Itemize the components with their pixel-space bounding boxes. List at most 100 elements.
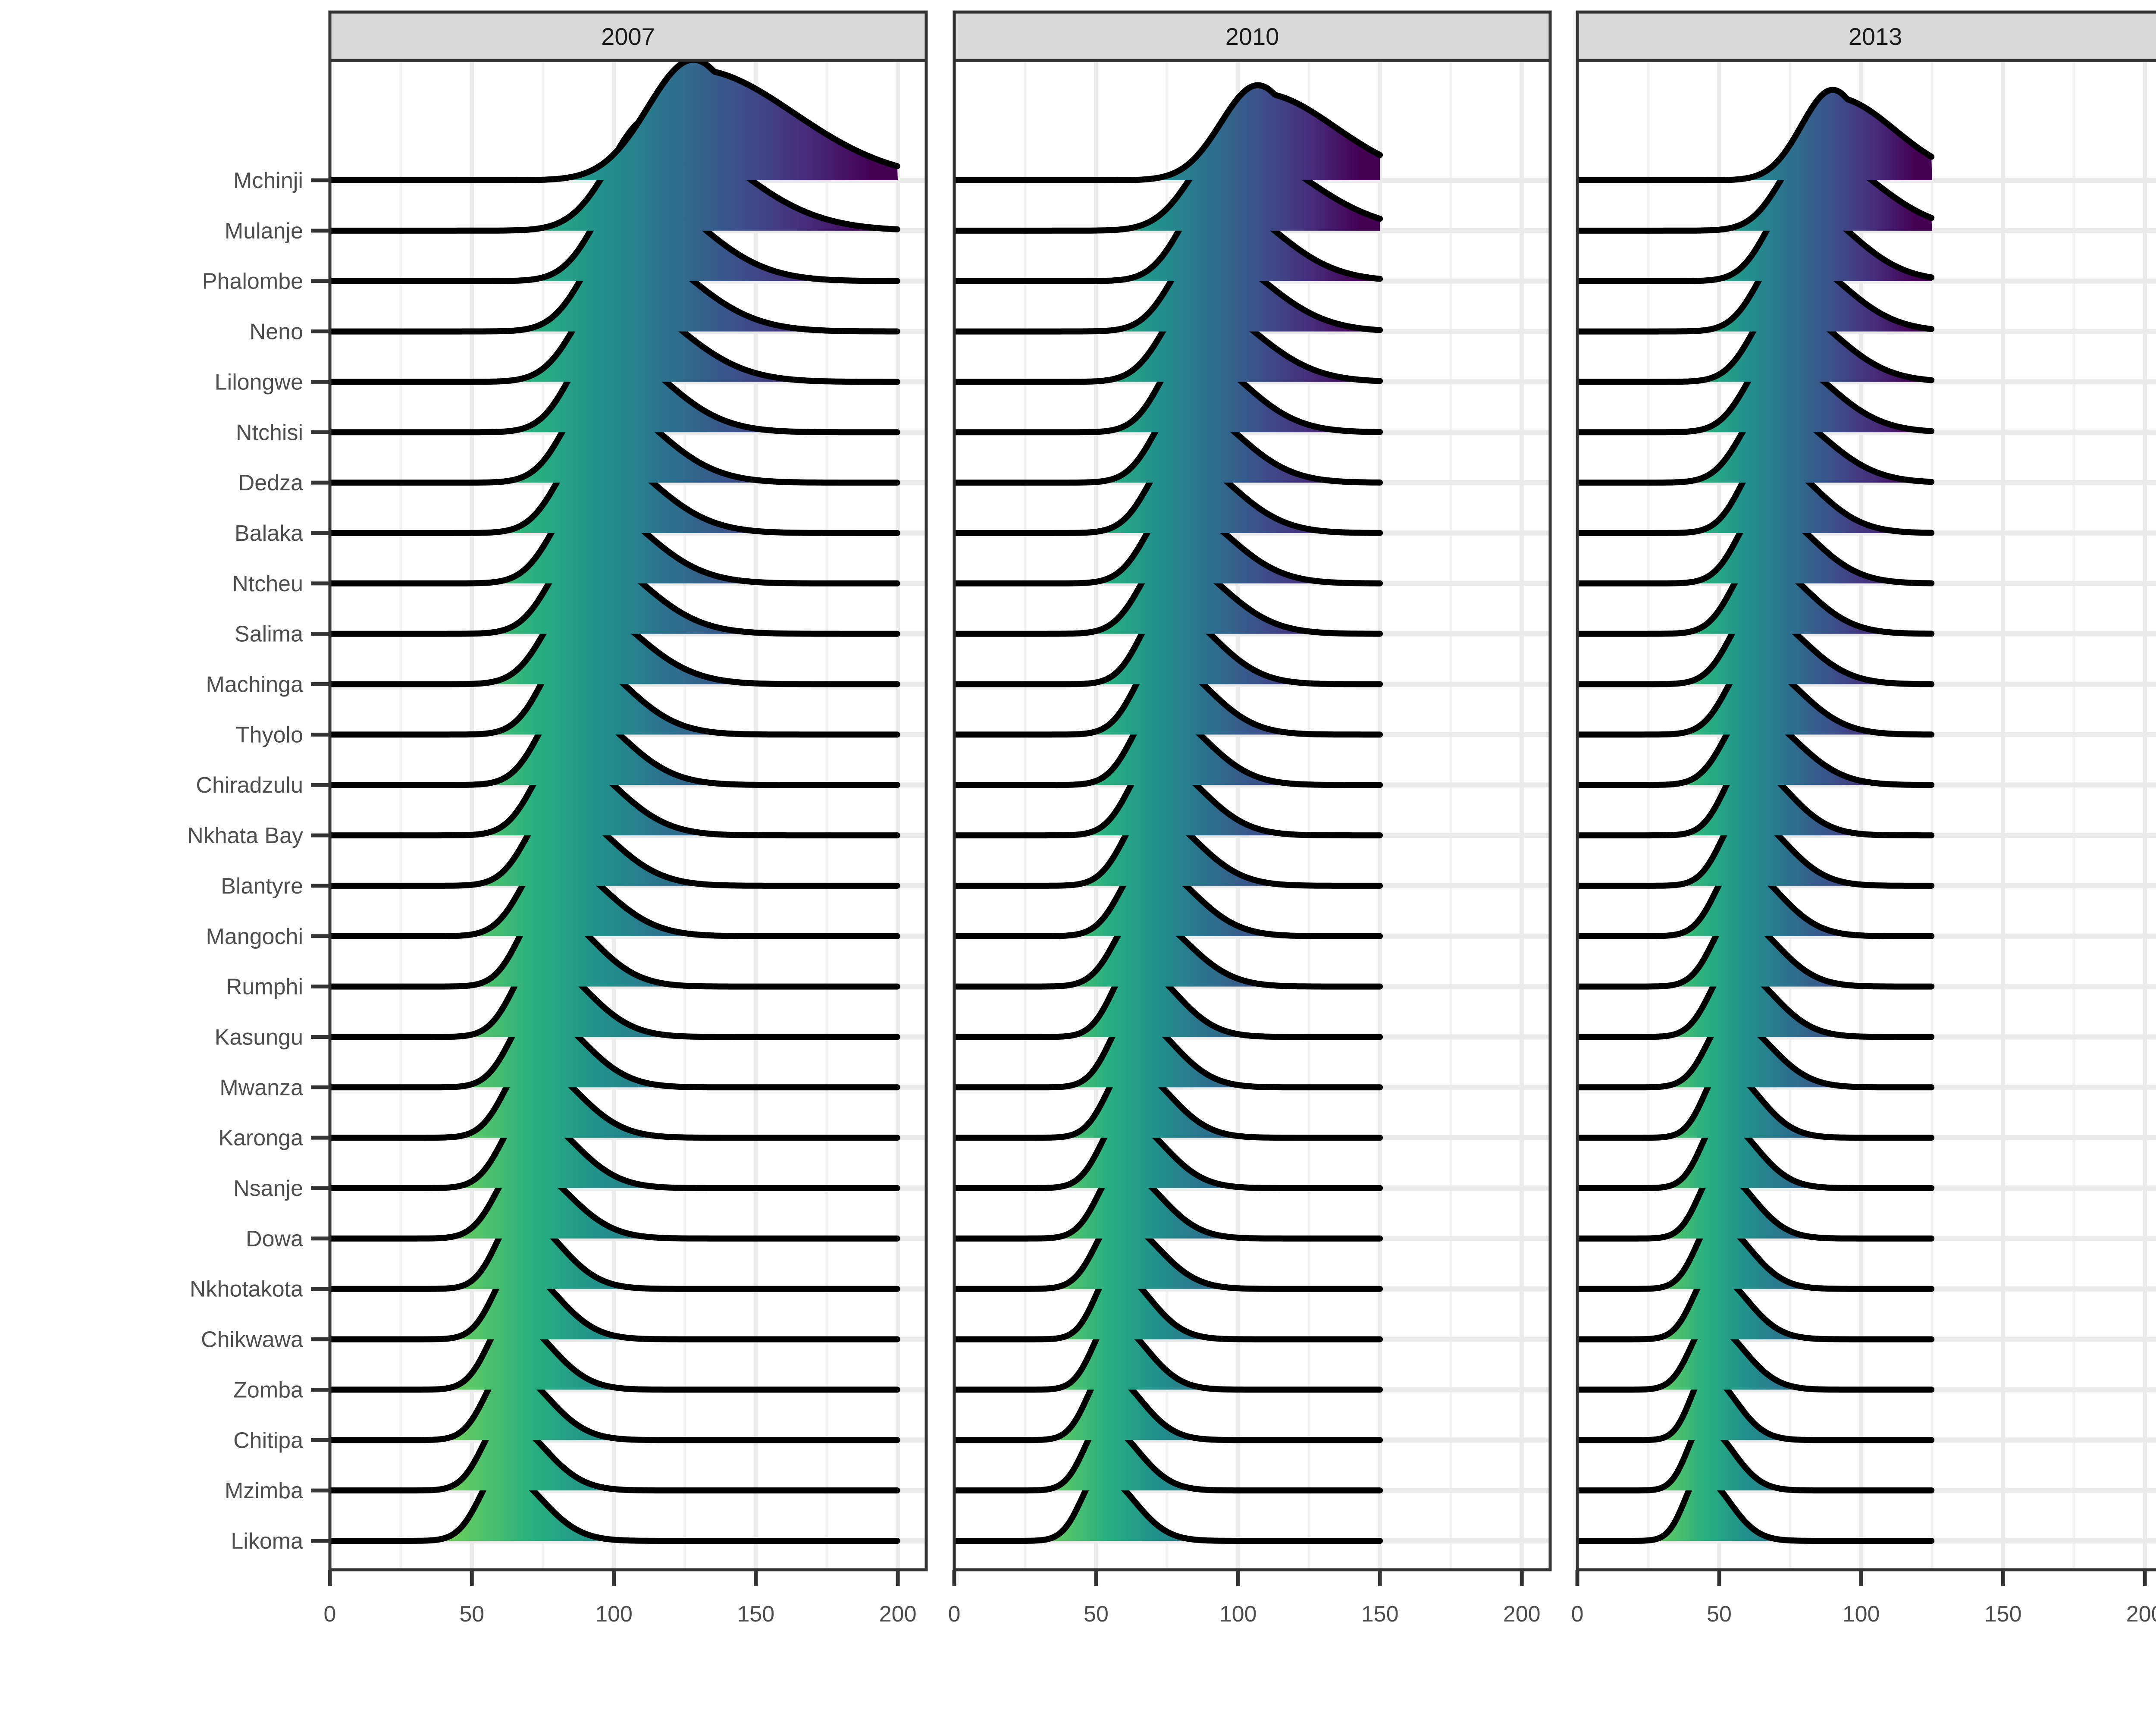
- facet-strip-label-2007: 2007: [601, 23, 655, 50]
- y-axis-label-Nkhotakota: Nkhotakota: [190, 1277, 303, 1302]
- ridge-fill-Phalombe: [954, 191, 1380, 281]
- x-tick-label-200: 200: [2126, 1602, 2156, 1627]
- x-tick-label-0: 0: [1571, 1602, 1584, 1627]
- ridge-Chitipa-2010: [954, 1365, 1383, 1443]
- ridge-outline-Chikwawa: [954, 1263, 1383, 1342]
- x-tick-label-100: 100: [1843, 1602, 1880, 1627]
- facet-panel-2007: 2007 0 50 100 150 200: [324, 10, 928, 1627]
- ridge-outline-Mulanje: [1577, 142, 1935, 234]
- ridge-Phalombe-2010: [954, 188, 1383, 284]
- y-axis-label-Mangochi: Mangochi: [206, 924, 303, 949]
- ridge-outline-Likoma: [1577, 1469, 1935, 1544]
- ridge-fill-Nkhata Bay: [330, 748, 898, 836]
- ridge-Kasungu-2007: [330, 950, 900, 1040]
- ridge-outline-Phalombe: [1577, 192, 1935, 284]
- ridge-Chikwawa-2013: [1577, 1265, 1935, 1342]
- panel-inner-2007: [330, 60, 926, 1570]
- ridge-outline-Dowa: [330, 1156, 900, 1242]
- ridge-outline-Nkhotakota: [330, 1207, 900, 1292]
- ridge-Nkhotakota-2007: [330, 1207, 900, 1292]
- x-tick-label-150: 150: [1361, 1602, 1399, 1627]
- ridge-outline-Dowa: [954, 1160, 1383, 1242]
- ridge-fill-Rumphi: [330, 902, 898, 987]
- ridge-Dowa-2013: [1577, 1163, 1935, 1242]
- ridge-fill-Mangochi: [1577, 860, 1932, 936]
- ridge-fill-Nkhotakota: [954, 1215, 1380, 1289]
- ridge-outline-Likoma: [954, 1467, 1383, 1544]
- ridge-Nkhotakota-2013: [1577, 1214, 1935, 1292]
- ridge-Zomba-2013: [1577, 1316, 1935, 1393]
- ridge-fill-Phalombe: [1577, 195, 1932, 281]
- ridge-fill-Kasungu: [1577, 962, 1932, 1037]
- ridge-Mzimba-2013: [1577, 1418, 1935, 1494]
- ridge-Neno-2010: [954, 240, 1383, 335]
- ridge-Mangochi-2007: [330, 848, 900, 939]
- ridge-Phalombe-2013: [1577, 192, 1935, 284]
- ridge-fill-Blantyre: [1577, 809, 1932, 886]
- y-axis-label-Balaka: Balaka: [235, 521, 303, 546]
- y-axis-label-Thyolo: Thyolo: [236, 722, 303, 747]
- ridge-outline-Nkhotakota: [954, 1212, 1383, 1292]
- ridge-fill-Chikwawa: [1577, 1268, 1932, 1339]
- ridge-Rumphi-2007: [330, 899, 900, 990]
- y-axis-label-Mwanza: Mwanza: [219, 1075, 303, 1100]
- ridge-fill-Thyolo: [1577, 656, 1932, 735]
- panel-border-2013: [1576, 59, 2156, 1571]
- y-axis-district-labels: Mchinji Mulanje Phalombe Neno Lilongwe Ntchis…: [187, 168, 330, 1554]
- ridge-fill-Nkhata Bay: [1577, 758, 1932, 836]
- ridge-outline-Phalombe: [954, 188, 1383, 284]
- ridge-outline-Mulanje: [954, 135, 1383, 234]
- ridge-outline-Mchinji: [954, 82, 1383, 183]
- ridge-fill-Dowa: [954, 1164, 1380, 1239]
- ridge-Likoma-2010: [954, 1467, 1383, 1544]
- ridge-Mchinji-2007: [330, 60, 900, 183]
- ridge-fill-Mwanza: [954, 1010, 1380, 1088]
- y-axis-label-Zomba: Zomba: [233, 1377, 303, 1402]
- ridge-outline-Zomba: [1577, 1316, 1935, 1393]
- y-axis-label-Lilongwe: Lilongwe: [215, 370, 303, 395]
- x-tick-label-0: 0: [948, 1602, 961, 1627]
- x-tick-label-50: 50: [459, 1602, 484, 1627]
- ridge-fill-Thyolo: [954, 653, 1380, 735]
- ridge-fill-Thyolo: [330, 646, 898, 735]
- ridge-Mchinji-2010: [954, 82, 1383, 183]
- ridge-Mchinji-2013: [1577, 87, 1935, 183]
- ridge-outline-Nsanje: [330, 1104, 900, 1191]
- ridge-outline-Neno: [1577, 244, 1935, 335]
- ridge-Karonga-2007: [330, 1053, 900, 1141]
- y-axis-label-Blantyre: Blantyre: [221, 874, 303, 899]
- ridge-Chikwawa-2010: [954, 1263, 1383, 1342]
- ridge-fill-Rumphi: [954, 908, 1380, 987]
- y-axis-label-Dowa: Dowa: [246, 1226, 303, 1251]
- ridge-outline-Mwanza: [954, 1007, 1383, 1091]
- ridge-Mwanza-2007: [330, 1002, 900, 1091]
- ridge-outline-Kasungu: [330, 950, 900, 1040]
- x-tick-label-200: 200: [1503, 1602, 1541, 1627]
- ridge-fill-Nkhata Bay: [954, 755, 1380, 836]
- y-axis-label-Nkhata Bay: Nkhata Bay: [187, 823, 303, 848]
- y-axis-label-Salima: Salima: [235, 622, 303, 647]
- ridge-fill-Ntchisi: [1577, 349, 1932, 433]
- y-axis-label-Ntcheu: Ntcheu: [232, 571, 303, 596]
- ridge-Likoma-2007: [330, 1464, 900, 1544]
- ridge-Karonga-2010: [954, 1058, 1383, 1141]
- facet-panels: 2007 0 50 100 150 200 2010 0 50 100 150 200 2013 0 50 1…: [324, 10, 2156, 1627]
- ridge-fill-Nsanje: [1577, 1115, 1932, 1188]
- y-axis-label-Ntchisi: Ntchisi: [236, 420, 303, 445]
- ridge-fill-Balaka: [330, 440, 898, 533]
- y-axis-label-Phalombe: Phalombe: [202, 269, 303, 294]
- ridge-Karonga-2013: [1577, 1061, 1935, 1141]
- ridge-fill-Mangochi: [954, 857, 1380, 936]
- ridge-fill-Karonga: [954, 1061, 1380, 1138]
- y-axis-label-Chitipa: Chitipa: [233, 1428, 303, 1453]
- ridge-fill-Machinga: [1577, 605, 1932, 684]
- ridge-Mzimba-2007: [330, 1412, 900, 1494]
- ridge-Chikwawa-2007: [330, 1258, 900, 1342]
- y-axis-label-Nsanje: Nsanje: [233, 1176, 303, 1201]
- ridge-outline-Rumphi: [330, 899, 900, 990]
- ridge-outline-Nkhotakota: [1577, 1214, 1935, 1292]
- panel-border-2010: [953, 59, 1552, 1571]
- ridge-fill-Ntcheu: [954, 500, 1380, 583]
